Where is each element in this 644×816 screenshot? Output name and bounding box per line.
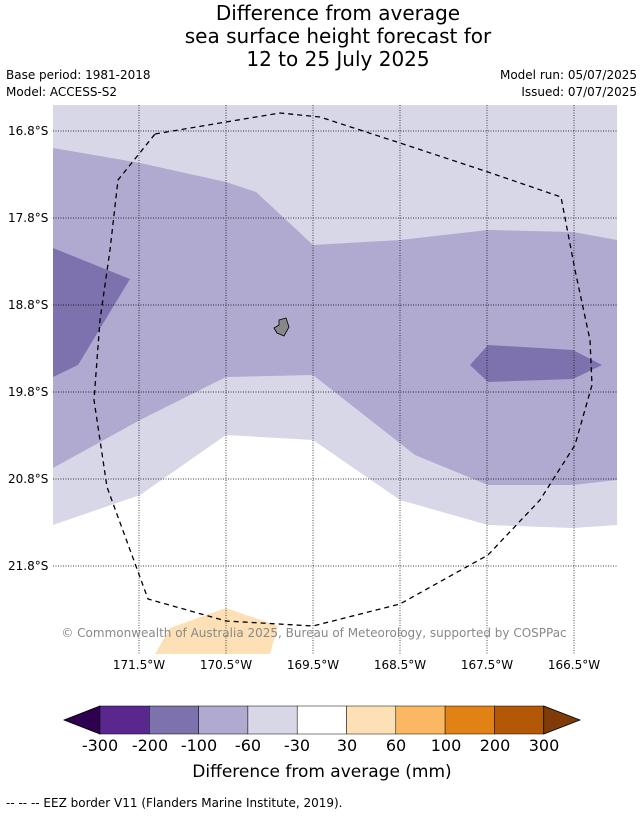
lat-label: 18.8°S xyxy=(8,298,49,312)
eez-footnote: -- -- -- EEZ border V11 (Flanders Marine… xyxy=(6,796,343,810)
copyright-notice: © Commonwealth of Australia 2025, Bureau… xyxy=(61,626,567,640)
colorbar-segment xyxy=(346,705,397,735)
colorbar-segment xyxy=(99,705,150,735)
colorbar-tick: -60 xyxy=(234,736,262,755)
title-line-2: sea surface height forecast for xyxy=(184,24,492,48)
lon-label: 167.5°W xyxy=(460,658,514,672)
colorbar-tick: 100 xyxy=(430,736,462,755)
lon-label: 169.5°W xyxy=(286,658,340,672)
colorbar-arrow-low xyxy=(62,705,101,735)
model-name: Model: ACCESS-S2 xyxy=(6,85,118,99)
title-line-1: Difference from average xyxy=(215,1,461,25)
colorbar-tick: -100 xyxy=(180,736,218,755)
colorbar-label: Difference from average (mm) xyxy=(192,762,452,782)
issued-date: Issued: 07/07/2025 xyxy=(521,85,637,99)
colorbar-tick: 200 xyxy=(479,736,511,755)
colorbar-segment xyxy=(247,705,298,735)
base-period: Base period: 1981-2018 xyxy=(6,68,151,82)
title-line-3: 12 to 25 July 2025 xyxy=(246,47,430,71)
anomaly-fields xyxy=(53,105,617,654)
lon-label: 170.5°W xyxy=(199,658,253,672)
colorbar-segment xyxy=(494,705,544,735)
colorbar-segment xyxy=(395,705,446,735)
anomaly-patch-east xyxy=(470,345,602,382)
lat-label: 16.8°S xyxy=(8,124,49,138)
island-niue xyxy=(273,317,290,337)
lon-label: 166.5°W xyxy=(547,658,601,672)
lon-label: 168.5°W xyxy=(373,658,427,672)
colorbar-arrow-high xyxy=(543,705,582,735)
colorbar-segment xyxy=(444,705,495,735)
colorbar-tick: 30 xyxy=(336,736,358,755)
colorbar-tick: -300 xyxy=(81,736,119,755)
colorbar-segment xyxy=(296,705,347,735)
colorbar-tick: -30 xyxy=(283,736,311,755)
lon-label: 171.5°W xyxy=(112,658,166,672)
colorbar xyxy=(62,705,582,735)
colorbar-tick: 60 xyxy=(385,736,407,755)
graticule xyxy=(53,105,617,654)
colorbar-segment xyxy=(149,705,199,735)
anomaly-patch-positive xyxy=(155,608,278,654)
colorbar-tick: -200 xyxy=(131,736,169,755)
eez-border xyxy=(93,112,593,627)
sea-level-map xyxy=(53,105,617,654)
lat-label: 20.8°S xyxy=(8,472,49,486)
lat-label: 21.8°S xyxy=(8,559,49,573)
model-run: Model run: 05/07/2025 xyxy=(499,68,637,82)
lat-label: 17.8°S xyxy=(8,211,49,225)
lat-label: 19.8°S xyxy=(8,385,49,399)
colorbar-tick: 300 xyxy=(528,736,560,755)
anomaly-region-60-100-negative xyxy=(53,148,617,485)
anomaly-patch-west xyxy=(53,248,130,377)
colorbar-segment xyxy=(198,705,249,735)
